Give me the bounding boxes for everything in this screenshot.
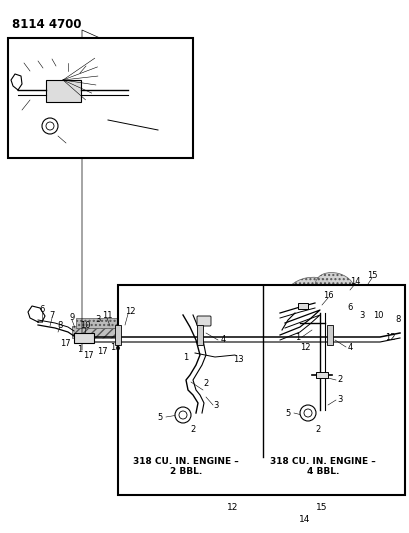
Text: 10: 10 xyxy=(372,311,382,320)
Text: 2: 2 xyxy=(315,425,320,434)
Text: 8: 8 xyxy=(49,52,55,61)
Circle shape xyxy=(175,407,191,423)
Text: 318 CU. IN. ENGINE –
2 BBL.: 318 CU. IN. ENGINE – 2 BBL. xyxy=(133,457,238,477)
Bar xyxy=(118,331,327,337)
Bar xyxy=(118,327,327,341)
Circle shape xyxy=(42,118,58,134)
Circle shape xyxy=(299,405,315,421)
Bar xyxy=(33,100,178,112)
Bar xyxy=(196,325,202,345)
Ellipse shape xyxy=(175,324,209,350)
Ellipse shape xyxy=(332,317,366,343)
Ellipse shape xyxy=(277,293,312,318)
Bar xyxy=(38,88,178,103)
Text: 6: 6 xyxy=(39,305,45,314)
Text: 1: 1 xyxy=(183,352,188,361)
Text: 11: 11 xyxy=(101,311,112,320)
Text: 4: 4 xyxy=(220,335,225,344)
Text: 17: 17 xyxy=(60,338,70,348)
Bar xyxy=(118,285,404,495)
Text: 17: 17 xyxy=(84,146,96,155)
Text: 2: 2 xyxy=(203,378,208,387)
Ellipse shape xyxy=(304,299,334,321)
Text: 9: 9 xyxy=(69,313,74,322)
Bar xyxy=(72,326,127,338)
Text: 6: 6 xyxy=(21,55,27,64)
Text: 318 CU. IN. ENGINE –
4 BBL.: 318 CU. IN. ENGINE – 4 BBL. xyxy=(270,457,375,477)
Text: 1: 1 xyxy=(294,333,300,342)
Text: 8: 8 xyxy=(394,316,400,325)
Ellipse shape xyxy=(315,272,354,302)
Ellipse shape xyxy=(317,295,361,326)
Text: 12: 12 xyxy=(384,334,394,343)
Text: 7: 7 xyxy=(49,311,54,320)
Ellipse shape xyxy=(155,341,200,369)
Text: 17: 17 xyxy=(97,348,107,357)
Ellipse shape xyxy=(285,277,334,313)
FancyBboxPatch shape xyxy=(196,316,211,326)
Text: 10: 10 xyxy=(80,320,90,329)
Circle shape xyxy=(303,409,311,417)
Text: 1: 1 xyxy=(19,109,25,117)
Text: 6: 6 xyxy=(346,303,352,312)
Text: 18: 18 xyxy=(127,141,138,150)
Ellipse shape xyxy=(294,335,344,365)
Text: 3: 3 xyxy=(358,311,364,320)
Text: 1: 1 xyxy=(77,345,83,354)
Text: 12: 12 xyxy=(124,308,135,317)
Text: 15: 15 xyxy=(366,271,376,280)
Bar xyxy=(329,327,394,341)
Circle shape xyxy=(179,411,187,419)
Ellipse shape xyxy=(180,298,219,327)
Text: 2: 2 xyxy=(190,425,195,434)
Text: 9: 9 xyxy=(65,55,71,64)
Text: 2: 2 xyxy=(337,376,342,384)
Text: 18: 18 xyxy=(110,343,120,352)
Text: 17: 17 xyxy=(14,128,26,138)
Bar xyxy=(76,318,124,328)
Text: 12: 12 xyxy=(299,343,310,352)
Text: 3: 3 xyxy=(213,400,218,409)
Ellipse shape xyxy=(145,329,175,351)
Text: 3: 3 xyxy=(85,59,91,68)
Text: 15: 15 xyxy=(315,503,327,512)
Text: 8114 4700: 8114 4700 xyxy=(12,18,81,31)
Text: 5: 5 xyxy=(157,413,162,422)
Text: 4: 4 xyxy=(346,343,352,351)
Bar xyxy=(8,38,193,158)
Bar xyxy=(46,80,81,102)
Bar xyxy=(297,303,307,309)
Circle shape xyxy=(46,122,54,130)
Text: 3: 3 xyxy=(95,316,101,325)
Text: 14: 14 xyxy=(349,278,360,287)
Ellipse shape xyxy=(279,301,339,339)
Ellipse shape xyxy=(280,324,308,346)
Text: 13: 13 xyxy=(232,356,243,365)
Text: 14: 14 xyxy=(299,515,310,524)
Text: 17: 17 xyxy=(83,351,93,360)
Text: 10: 10 xyxy=(60,141,72,150)
Bar xyxy=(115,325,121,345)
Text: 7: 7 xyxy=(35,53,41,62)
Bar xyxy=(315,372,327,378)
Text: 8: 8 xyxy=(57,320,63,329)
Text: 3: 3 xyxy=(337,395,342,405)
Text: 12: 12 xyxy=(227,503,238,512)
Ellipse shape xyxy=(142,307,197,343)
Text: 16: 16 xyxy=(322,292,333,301)
Text: 5: 5 xyxy=(285,408,290,417)
Bar xyxy=(326,325,332,345)
Bar xyxy=(74,333,94,343)
